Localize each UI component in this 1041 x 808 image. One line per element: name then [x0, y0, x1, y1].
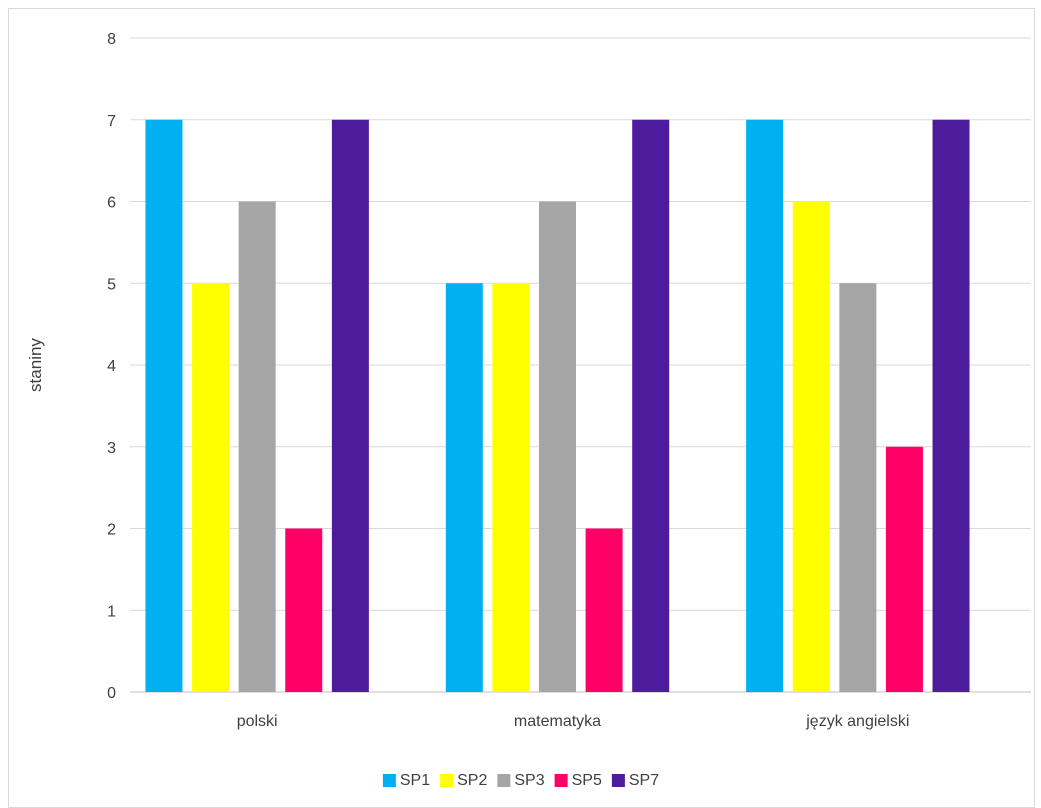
bar-sp3-2: [839, 283, 877, 692]
y-tick-labels: 0 1 2 3 4 5 6 7 8: [107, 31, 116, 702]
bar-sp5-1: [585, 528, 623, 692]
bar-sp1-1: [445, 283, 483, 692]
legend-swatch: [497, 774, 511, 787]
bar-sp5-2: [885, 446, 923, 692]
legend-label: SP2: [457, 772, 487, 789]
legend-item-sp5: SP5: [554, 772, 602, 789]
legend-swatch: [611, 774, 625, 787]
bar-sp1-0: [145, 119, 183, 692]
y-axis-title: staniny: [26, 338, 45, 392]
y-tick-label: 6: [107, 195, 116, 212]
legend-swatch: [554, 774, 568, 787]
x-tick-label: matematyka: [514, 713, 601, 730]
y-tick-label: 5: [107, 276, 116, 293]
gridlines: [130, 37, 1031, 693]
legend: SP1 SP2 SP3 SP5 SP7: [382, 772, 659, 789]
legend-label: SP7: [629, 772, 659, 789]
legend-label: SP5: [572, 772, 602, 789]
legend-item-sp2: SP2: [440, 772, 487, 789]
x-tick-label: język angielski: [805, 713, 909, 730]
bar-sp7-1: [632, 119, 670, 692]
y-tick-label: 1: [107, 603, 116, 620]
y-tick-label: 3: [107, 440, 116, 457]
bar-sp7-0: [331, 119, 369, 692]
bar-sp3-0: [238, 201, 276, 692]
legend-label: SP1: [400, 772, 430, 789]
y-tick-label: 8: [107, 31, 116, 48]
y-tick-label: 0: [107, 685, 116, 702]
bar-sp1-2: [746, 119, 784, 692]
legend-item-sp3: SP3: [497, 772, 545, 789]
legend-item-sp1: SP1: [382, 772, 430, 789]
y-tick-label: 4: [107, 358, 116, 375]
bar-sp5-0: [285, 528, 323, 692]
bar-sp7-2: [932, 119, 970, 692]
bar-sp2-2: [792, 201, 830, 692]
legend-swatch: [382, 774, 396, 787]
y-tick-label: 7: [107, 113, 116, 130]
legend-label: SP3: [514, 772, 544, 789]
x-tick-label: polski: [237, 713, 278, 730]
bars: [145, 119, 970, 692]
legend-item-sp7: SP7: [611, 772, 659, 789]
x-tick-labels: polski matematyka język angielski: [237, 713, 910, 730]
legend-swatch: [440, 774, 454, 787]
bar-sp2-1: [492, 283, 530, 692]
bar-sp3-1: [539, 201, 576, 692]
y-tick-label: 2: [107, 522, 116, 539]
bar-sp2-0: [192, 283, 230, 692]
